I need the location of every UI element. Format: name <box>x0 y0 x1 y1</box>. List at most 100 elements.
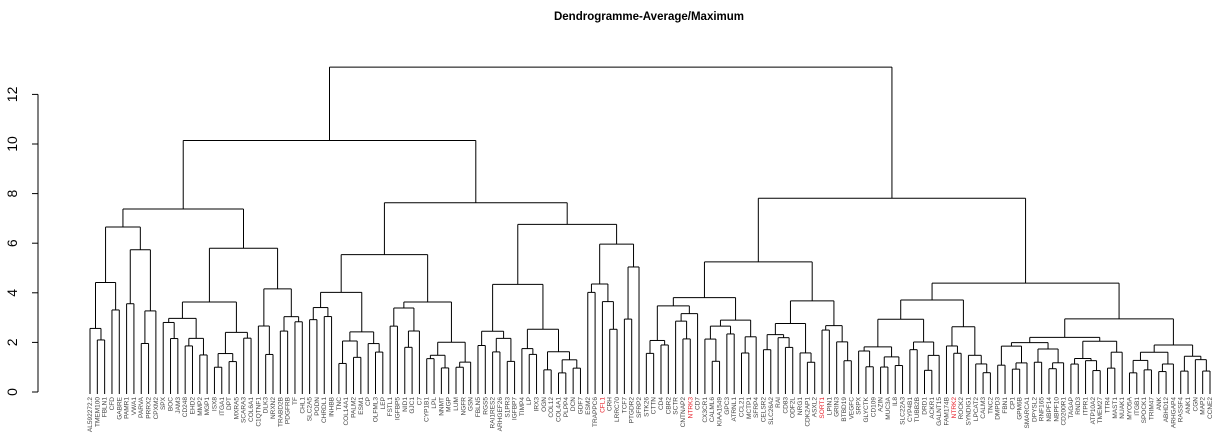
leaf-label: FBLN5 <box>475 397 482 418</box>
leaf-label: CHL1 <box>299 397 306 414</box>
leaf-label: SPOCK1 <box>1141 397 1148 424</box>
y-axis: 0 2 4 6 8 10 12 <box>4 86 39 396</box>
leaf-label: OGN <box>541 397 548 412</box>
leaf-label: NRG1 <box>797 397 804 415</box>
leaf-label: TRAPPC6 <box>592 397 599 427</box>
leaf-label: COL4A1 <box>555 397 562 422</box>
leaf-label: INHBB <box>329 397 336 417</box>
leaf-label: NBPF10 <box>1053 397 1060 422</box>
leaf-labels: AL592272.2 TMEM100 FBLN1 CFD GABRE PAMR1 VWA1 P… <box>87 392 1214 432</box>
leaf-label: VWA1 <box>131 397 138 416</box>
leaf-label: CFL1 <box>599 397 606 413</box>
y-tick-label: 12 <box>4 86 20 102</box>
leaf-label: MMP2 <box>197 397 204 416</box>
leaf-label: SFRP4 <box>753 397 760 418</box>
leaf-label: GPM6B <box>1017 397 1024 420</box>
leaf-label: CD4 <box>658 397 665 410</box>
leaf-label: SRPX <box>856 396 863 414</box>
leaf-label: CD200R1 <box>1061 397 1068 426</box>
leaf-label: RAI1RES2 <box>490 397 497 429</box>
leaf-label: ISX8 <box>211 397 218 411</box>
leaf-label: IGFBP7 <box>512 397 519 421</box>
leaf-label: ODF2L <box>790 397 797 418</box>
leaf-label: CHRDL1 <box>321 397 328 423</box>
leaf-label: CD248 <box>182 397 189 418</box>
leaf-label: CCNE2 <box>1207 397 1214 419</box>
leaf-label: DMPD3 <box>995 397 1002 420</box>
leaf-label: DPYSL2 <box>1031 397 1038 422</box>
leaf-label: RNF165 <box>1039 397 1046 422</box>
leaf-label: RASSF4 <box>1178 397 1185 423</box>
leaf-label: ANK <box>1156 396 1163 410</box>
leaf-label: ITGB1 <box>1134 397 1141 416</box>
leaf-label: CELSR2 <box>760 397 767 423</box>
leaf-label: GDF7 <box>577 397 584 415</box>
leaf-label: S1PR3 <box>504 397 511 418</box>
y-tick-label: 4 <box>4 289 20 297</box>
y-tick-label: 6 <box>4 239 20 247</box>
leaf-label: EHD2 <box>189 397 196 415</box>
leaf-label: SCTR <box>673 397 680 415</box>
leaf-label: CDK2AP1 <box>804 397 811 427</box>
leaf-label: ROCK2 <box>958 397 965 420</box>
leaf-label: IGFBP5 <box>394 397 401 421</box>
leaf-label: TNC <box>336 397 343 411</box>
leaf-label: GRIN3 <box>834 397 841 417</box>
leaf-label: ESM1 <box>358 397 365 415</box>
leaf-label: CTTN <box>651 397 658 415</box>
leaf-label: NRXN2 <box>270 397 277 419</box>
leaf-label: CD109 <box>870 397 877 418</box>
leaf-label: ATP10A2 <box>1090 397 1097 425</box>
leaf-label: TF <box>292 397 299 405</box>
leaf-label: RGS5 <box>482 397 489 415</box>
leaf-label: BOC <box>168 397 175 411</box>
y-tick-label: 0 <box>4 388 20 396</box>
leaf-label: PTGDR2 <box>629 397 636 424</box>
leaf-label: LP <box>526 397 533 405</box>
leaf-label: SYNDIG1 <box>965 397 972 426</box>
leaf-label: ITPR1 <box>1083 397 1090 416</box>
leaf-label: PDGFRB <box>285 397 292 424</box>
leaf-label: OLFML3 <box>372 397 379 423</box>
leaf-label: LRRC70 <box>614 397 621 422</box>
leaf-label: TMEM27 <box>1097 397 1104 424</box>
leaf-label: CALML6 <box>709 397 716 423</box>
leaf-label: IL8 <box>892 397 899 406</box>
leaf-label: CCL21 <box>739 397 746 418</box>
leaf-label: PRRX2 <box>146 397 153 419</box>
leaf-label: TRABD2B <box>277 397 284 427</box>
leaf-label: CX3CR1 <box>702 397 709 423</box>
leaf-label: FSTL1 <box>387 397 394 417</box>
leaf-label: MUC3A <box>885 396 892 419</box>
leaf-label: CGN <box>1192 397 1199 412</box>
leaf-label: CYP1B1 <box>424 397 431 422</box>
leaf-label: MYO5A <box>1126 396 1133 419</box>
leaf-label: VEGFC <box>848 397 855 420</box>
leaf-label: LPL <box>431 397 438 409</box>
leaf-label: NGFR <box>460 397 467 416</box>
leaf-label: COL14A1 <box>343 397 350 426</box>
leaf-label: IRX3 <box>534 397 541 412</box>
leaf-label: GABRE <box>116 396 123 419</box>
leaf-label: GSN <box>468 397 475 411</box>
leaf-label: AZIN <box>878 397 885 412</box>
y-tick-label: 10 <box>4 136 20 152</box>
leaf-label: MAST1 <box>1112 397 1119 419</box>
leaf-label: NNMT <box>438 397 445 416</box>
leaf-label: CRH <box>607 397 614 411</box>
leaf-label: ACKR1 <box>929 397 936 419</box>
leaf-label: NTRK2 <box>951 397 958 419</box>
leaf-label: SCARA3 <box>241 397 248 423</box>
leaf-label: KIAA1549 <box>717 397 724 427</box>
leaf-label: TIMP4 <box>519 397 526 417</box>
leaf-label: TNC2 <box>987 397 994 414</box>
leaf-label: SFRP2 <box>636 397 643 418</box>
leaf-label: DCN <box>570 397 577 411</box>
leaf-label: GPC3 <box>724 397 731 415</box>
leaf-label: LEP <box>380 397 387 409</box>
leaf-label: SLC2A5 <box>307 397 314 422</box>
y-tick-label: 2 <box>4 338 20 346</box>
leaf-label: TRIM47 <box>1148 397 1155 421</box>
leaf-label: PALM2 <box>351 397 358 418</box>
